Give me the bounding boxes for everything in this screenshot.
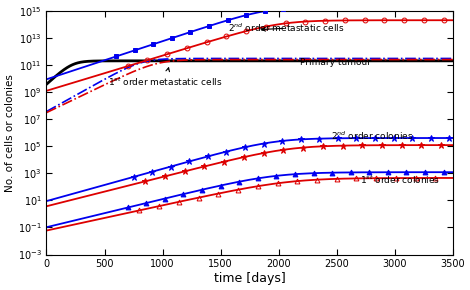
Text: 1$^{st}$ order colonies: 1$^{st}$ order colonies (360, 173, 440, 186)
X-axis label: time [days]: time [days] (214, 272, 286, 285)
Text: 2$^{nd}$ order metastatic cells: 2$^{nd}$ order metastatic cells (227, 22, 344, 35)
Text: Primary tumour: Primary tumour (299, 58, 370, 67)
Y-axis label: No. of cells or colonies: No. of cells or colonies (5, 74, 15, 192)
Text: 1$^{st}$ order metastatic cells: 1$^{st}$ order metastatic cells (108, 68, 222, 88)
Text: 2$^{nd}$ order colonies: 2$^{nd}$ order colonies (331, 129, 413, 142)
